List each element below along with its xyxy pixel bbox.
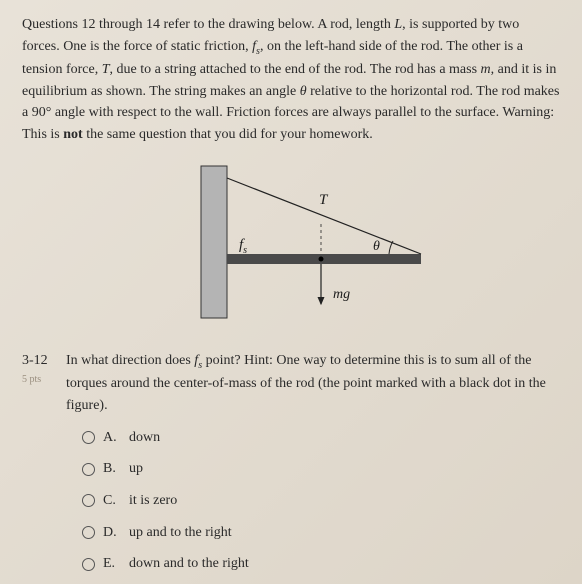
radio-icon[interactable] <box>82 431 95 444</box>
option-text: up and to the right <box>129 522 232 544</box>
option-d[interactable]: D. up and to the right <box>82 522 560 544</box>
question-number: 3-12 <box>22 350 58 372</box>
question-block: 3-12 5 pts In what direction does fs poi… <box>22 350 560 417</box>
svg-text:θ: θ <box>373 239 380 254</box>
option-text: down and to the right <box>129 553 249 575</box>
option-letter: B. <box>103 458 121 480</box>
question-text: In what direction does fs point? Hint: O… <box>66 350 560 417</box>
option-letter: A. <box>103 427 121 449</box>
radio-icon[interactable] <box>82 558 95 571</box>
svg-text:fs: fs <box>239 237 247 256</box>
option-text: down <box>129 427 160 449</box>
diagram: Tθ mg fs <box>22 162 560 322</box>
option-b[interactable]: B. up <box>82 458 560 480</box>
option-text: up <box>129 458 143 480</box>
svg-text:T: T <box>319 192 329 208</box>
option-c[interactable]: C. it is zero <box>82 490 560 512</box>
question-points: 5 pts <box>22 372 58 388</box>
radio-icon[interactable] <box>82 526 95 539</box>
option-letter: E. <box>103 553 121 575</box>
physics-diagram: Tθ mg fs <box>141 162 441 322</box>
option-a[interactable]: A. down <box>82 427 560 449</box>
radio-icon[interactable] <box>82 463 95 476</box>
radio-icon[interactable] <box>82 494 95 507</box>
intro-paragraph: Questions 12 through 14 refer to the dra… <box>22 14 560 146</box>
option-letter: D. <box>103 522 121 544</box>
option-text: it is zero <box>129 490 177 512</box>
options-list: A. down B. up C. it is zero D. up and to the ri… <box>82 427 560 575</box>
option-e[interactable]: E. down and to the right <box>82 553 560 575</box>
option-letter: C. <box>103 490 121 512</box>
svg-text:mg: mg <box>333 287 350 302</box>
